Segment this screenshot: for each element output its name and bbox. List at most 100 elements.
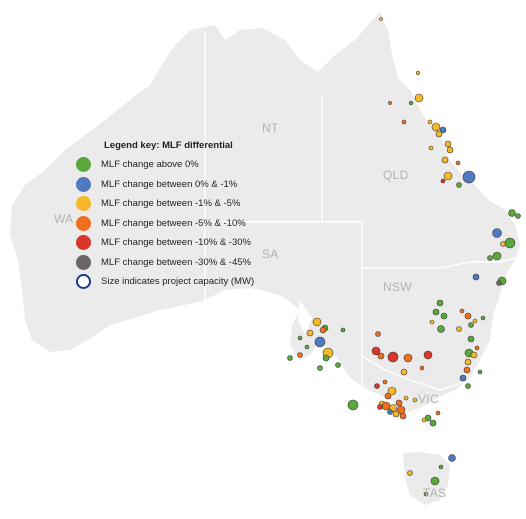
project-marker (428, 145, 434, 151)
project-marker (347, 399, 359, 411)
legend-item-minus-1-to-minus-5: MLF change between -1% & -5% (76, 194, 276, 214)
project-marker (374, 383, 380, 389)
project-marker (467, 335, 475, 343)
project-marker (407, 470, 413, 476)
project-marker (306, 329, 314, 337)
legend-swatch (76, 254, 91, 270)
legend-label: MLF change between 0% & -1% (101, 178, 238, 190)
state-label-wa: WA (54, 212, 74, 226)
project-marker (440, 312, 448, 320)
project-marker (388, 101, 392, 105)
project-marker (382, 379, 388, 385)
project-marker (401, 119, 407, 125)
project-marker (423, 350, 433, 360)
gulf-cut (298, 300, 312, 335)
project-marker (441, 156, 449, 164)
project-marker (487, 255, 493, 261)
project-marker (436, 299, 444, 307)
tasmania (403, 452, 450, 505)
project-marker (477, 369, 483, 375)
project-marker (403, 395, 409, 401)
project-marker (504, 237, 516, 249)
project-marker (470, 351, 478, 359)
legend-label: MLF change between -30% & -45% (101, 256, 251, 268)
project-marker (419, 365, 425, 371)
project-marker (375, 331, 381, 337)
project-marker (455, 160, 461, 166)
project-marker (304, 344, 310, 350)
state-label-nsw: NSW (383, 280, 412, 294)
legend-item-above-0: MLF change above 0% (76, 155, 276, 175)
project-marker (423, 491, 429, 497)
project-marker (472, 273, 480, 281)
project-marker (448, 454, 456, 462)
legend-label: Size indicates project capacity (MW) (101, 276, 255, 288)
legend-label: MLF change between -1% & -5% (101, 198, 241, 210)
project-marker (379, 17, 383, 21)
legend-label: MLF change between -5% & -10% (101, 217, 246, 229)
legend-title: Legend key: MLF differential (104, 140, 233, 151)
project-marker (480, 315, 486, 321)
project-marker (400, 368, 408, 376)
legend-item-minus-5-to-minus-10: MLF change between -5% & -10% (76, 214, 276, 234)
state-label-sa: SA (262, 247, 279, 261)
project-marker (496, 280, 502, 286)
project-marker (387, 386, 397, 396)
project-marker (421, 417, 427, 423)
legend-label: MLF change above 0% (101, 159, 199, 171)
project-marker (508, 209, 516, 217)
legend-swatch (76, 157, 91, 173)
project-marker (414, 93, 424, 103)
project-marker (399, 412, 407, 420)
project-marker (446, 146, 454, 154)
project-marker (427, 119, 433, 125)
project-marker (474, 345, 480, 351)
project-marker (322, 354, 330, 362)
legend-item-minus-10-to-minus-30: MLF change between -10% & -30% (76, 233, 276, 253)
project-marker (492, 251, 502, 261)
project-marker (468, 322, 474, 328)
state-label-vic: VIC (418, 392, 439, 406)
legend-item-size: Size indicates project capacity (MW) (76, 272, 276, 292)
project-marker (412, 397, 418, 403)
project-marker (395, 399, 403, 407)
legend-swatch (76, 176, 91, 192)
project-marker (465, 383, 471, 389)
project-marker (319, 326, 327, 334)
legend-swatch-size (76, 274, 91, 290)
state-borders (204, 32, 516, 400)
project-marker (297, 352, 303, 358)
project-marker (377, 404, 383, 410)
state-label-qld: QLD (383, 168, 409, 182)
project-marker (439, 126, 447, 134)
legend-swatch (76, 235, 91, 251)
project-marker (381, 401, 391, 411)
project-marker (384, 392, 392, 400)
project-marker (377, 352, 385, 360)
project-marker (387, 351, 399, 363)
project-marker (432, 308, 440, 316)
project-marker (387, 409, 393, 415)
project-marker (440, 178, 446, 184)
project-marker (317, 365, 323, 371)
legend-item-minus-30-to-minus-45: MLF change between -30% & -45% (76, 253, 276, 273)
project-marker (371, 346, 381, 356)
legend-item-0-to-minus-1: MLF change between 0% & -1% (76, 175, 276, 195)
project-marker (459, 308, 465, 314)
project-marker (415, 70, 421, 76)
project-marker (435, 130, 443, 138)
project-marker (444, 140, 452, 148)
project-marker (443, 171, 453, 181)
project-dots (287, 17, 521, 497)
project-marker (472, 318, 478, 324)
legend: Legend key: MLF differential MLF change … (76, 140, 276, 292)
project-marker (335, 362, 341, 368)
project-marker (408, 100, 414, 106)
project-marker (429, 419, 437, 427)
project-marker (430, 476, 440, 486)
project-marker (312, 317, 322, 327)
project-marker (437, 325, 445, 333)
legend-swatch (76, 215, 91, 231)
state-label-tas: TAS (423, 486, 447, 500)
